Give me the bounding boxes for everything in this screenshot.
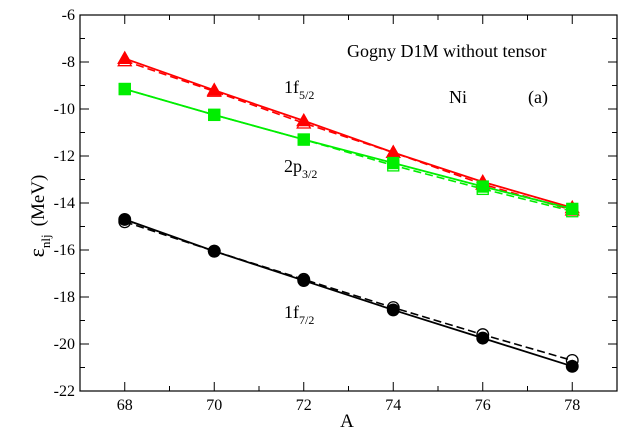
data-point-filled — [296, 112, 312, 127]
x-tick-label: 76 — [475, 397, 491, 414]
y-axis-label: εnlj (MeV) — [24, 175, 53, 258]
series-label-2p32-main: 2p — [284, 156, 302, 176]
axis-ticks: 68 70 72 74 76 78 -22 -20 -18 -16 -14 -12 -10 -8 -6 — [54, 7, 618, 414]
data-point-filled — [297, 133, 310, 146]
series-label-1f52-sub: 5/2 — [299, 88, 314, 102]
series-line-solid — [124, 57, 573, 209]
x-tick-label: 68 — [117, 397, 133, 414]
y-tick-label: -8 — [62, 54, 75, 71]
data-point-filled — [208, 108, 221, 122]
y-axis-label-symbol: ε — [24, 248, 49, 257]
data-point-filled — [386, 303, 400, 317]
x-tick-label: 78 — [564, 397, 580, 414]
data-point-filled — [297, 274, 311, 288]
y-tick-label: -22 — [54, 383, 75, 400]
data-point-filled — [566, 202, 579, 216]
model-annotation: Gogny D1M without tensor — [347, 41, 547, 61]
data-point-filled — [206, 82, 222, 96]
y-tick-label: -16 — [54, 242, 75, 259]
series-label-2p32: 2p3/2 — [284, 156, 317, 181]
series-line-solid — [124, 88, 573, 210]
y-tick-label: -14 — [54, 195, 75, 212]
series-label-1f52-main: 1f — [284, 77, 299, 97]
data-point-filled — [118, 212, 132, 226]
series-group-2 — [118, 212, 579, 373]
series-line-dashed — [124, 60, 573, 211]
y-axis-label-unit: (MeV) — [28, 175, 49, 227]
series-layer — [117, 50, 580, 373]
data-point-filled — [565, 359, 579, 373]
x-tick-label: 70 — [206, 397, 222, 414]
x-tick-label: 74 — [385, 397, 401, 414]
data-point-filled — [476, 180, 489, 193]
y-tick-label: -20 — [54, 336, 75, 353]
series-label-2p32-sub: 3/2 — [302, 167, 317, 181]
series-group-1 — [118, 82, 579, 218]
y-axis-label-subscript: nlj — [38, 234, 53, 248]
series-label-1f72-main: 1f — [284, 302, 299, 322]
data-point-filled — [207, 244, 221, 258]
data-point-filled — [476, 331, 490, 345]
nucleus-annotation: Ni — [449, 87, 467, 107]
data-point-filled — [387, 156, 400, 170]
series-line-solid — [124, 218, 573, 368]
data-point-filled — [117, 50, 133, 64]
series-label-1f52: 1f5/2 — [284, 77, 314, 102]
y-tick-label: -18 — [54, 289, 75, 306]
series-label-1f72-sub: 7/2 — [299, 313, 314, 327]
x-tick-label: 72 — [296, 397, 312, 414]
y-tick-label: -12 — [54, 148, 75, 165]
data-point-filled — [118, 82, 131, 96]
series-label-1f72: 1f7/2 — [284, 302, 314, 327]
y-tick-label: -10 — [54, 101, 75, 118]
x-axis-label: A — [340, 411, 354, 432]
panel-annotation: (a) — [528, 87, 548, 108]
y-tick-label: -6 — [62, 7, 75, 24]
